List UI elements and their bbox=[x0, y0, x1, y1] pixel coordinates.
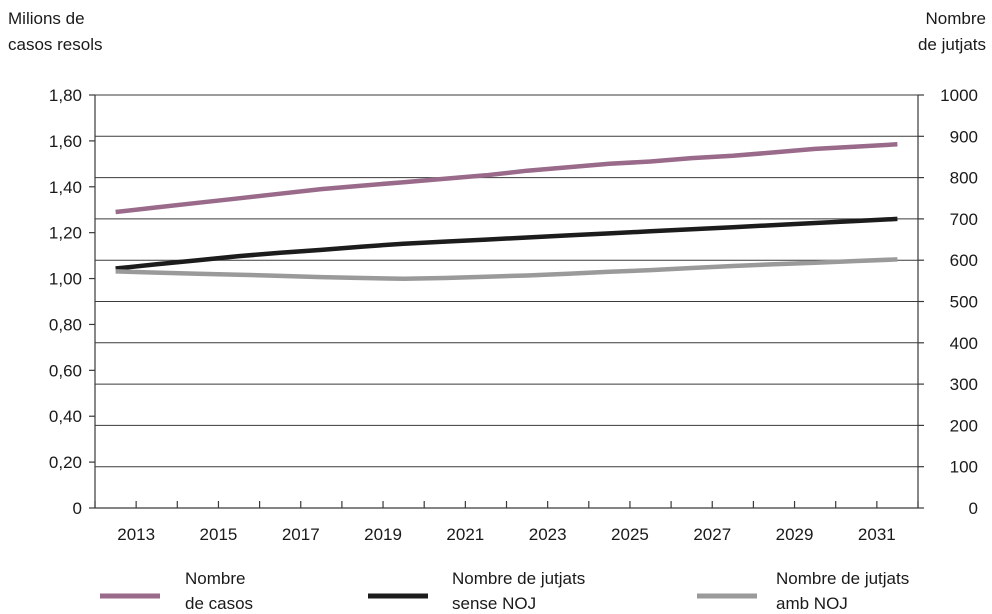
y-right-tick-label: 300 bbox=[950, 375, 978, 394]
y-right-tick-label: 700 bbox=[950, 210, 978, 229]
legend-label-2: Nombre de jutjats bbox=[452, 569, 585, 588]
legend-label-3: Nombre de jutjats bbox=[776, 569, 909, 588]
y-right-tick-label: 900 bbox=[950, 127, 978, 146]
y-left-tick-label: 1,60 bbox=[49, 132, 82, 151]
series-line-2 bbox=[115, 216, 898, 271]
y-right-tick-label: 1000 bbox=[940, 86, 978, 105]
y-left-title: Milions de bbox=[8, 9, 85, 28]
series-lines bbox=[115, 142, 898, 282]
legend-label-2: sense NOJ bbox=[452, 594, 536, 613]
x-tick-label: 2017 bbox=[282, 525, 320, 544]
x-tick-label: 2021 bbox=[446, 525, 484, 544]
y-left-tick-label: 0,80 bbox=[49, 315, 82, 334]
y-left-tick-label: 1,00 bbox=[49, 270, 82, 289]
x-tick-label: 2023 bbox=[529, 525, 567, 544]
y-left-tick-label: 0,40 bbox=[49, 407, 82, 426]
y-right-tick-label: 0 bbox=[969, 499, 978, 518]
y-left-tick-label: 1,20 bbox=[49, 224, 82, 243]
y-left-tick-label: 1,40 bbox=[49, 178, 82, 197]
x-tick-label: 2029 bbox=[776, 525, 814, 544]
legend-label-1: Nombre bbox=[185, 569, 245, 588]
y-left-tick-label: 0,60 bbox=[49, 361, 82, 380]
legend-label-3: amb NOJ bbox=[776, 594, 848, 613]
y-left-tick-label: 1,80 bbox=[49, 86, 82, 105]
x-tick-label: 2015 bbox=[200, 525, 238, 544]
y-right-tick-label: 500 bbox=[950, 293, 978, 312]
x-tick-label: 2027 bbox=[693, 525, 731, 544]
y-right-title: Nombre bbox=[926, 9, 986, 28]
gridlines bbox=[95, 94, 918, 468]
x-tick-label: 2019 bbox=[364, 525, 402, 544]
y-right-tick-label: 400 bbox=[950, 334, 978, 353]
x-tick-label: 2025 bbox=[611, 525, 649, 544]
y-right-tick-label: 100 bbox=[950, 458, 978, 477]
y-left-tick-label: 0 bbox=[73, 499, 82, 518]
x-tick-label: 2013 bbox=[117, 525, 155, 544]
y-right-tick-label: 200 bbox=[950, 416, 978, 435]
y-left-tick-label: 0,20 bbox=[49, 453, 82, 472]
y-left-title: casos resols bbox=[8, 35, 102, 54]
axis-titles: Milions de casos resols Nombre de jutjats bbox=[8, 9, 986, 54]
series-line-3 bbox=[115, 257, 898, 282]
y-right-tick-label: 800 bbox=[950, 169, 978, 188]
y-right-title: de jutjats bbox=[918, 35, 986, 54]
legend-label-1: de casos bbox=[185, 594, 253, 613]
legend: Nombre de casos Nombre de jutjats sense NOJ… bbox=[100, 569, 909, 613]
y-right-tick-label: 600 bbox=[950, 251, 978, 270]
axes: 0 0,20 0,40 0,60 0,80 1,00 1,20 1,40 1,60 1,80 0 10… bbox=[49, 86, 978, 544]
series-line-1 bbox=[115, 142, 898, 215]
x-tick-label: 2031 bbox=[858, 525, 896, 544]
